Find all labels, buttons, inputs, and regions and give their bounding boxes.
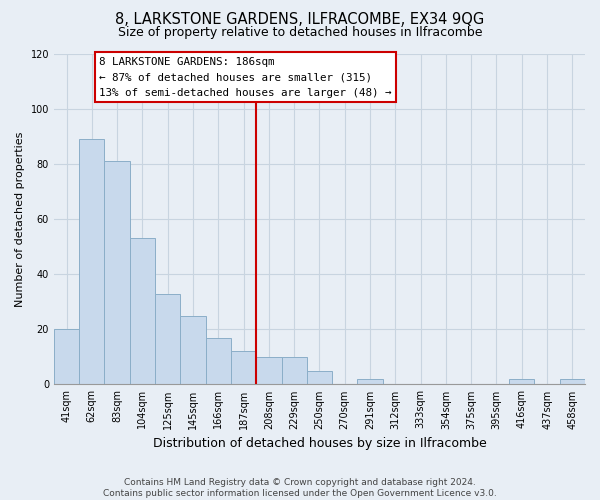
- Text: 8, LARKSTONE GARDENS, ILFRACOMBE, EX34 9QG: 8, LARKSTONE GARDENS, ILFRACOMBE, EX34 9…: [115, 12, 485, 28]
- Bar: [54, 330, 79, 384]
- Bar: [231, 352, 256, 384]
- Bar: [307, 370, 332, 384]
- Bar: [130, 238, 155, 384]
- X-axis label: Distribution of detached houses by size in Ilfracombe: Distribution of detached houses by size …: [152, 437, 487, 450]
- Bar: [509, 379, 535, 384]
- Bar: [281, 357, 307, 384]
- Bar: [104, 162, 130, 384]
- Y-axis label: Number of detached properties: Number of detached properties: [15, 132, 25, 307]
- Text: 8 LARKSTONE GARDENS: 186sqm
← 87% of detached houses are smaller (315)
13% of se: 8 LARKSTONE GARDENS: 186sqm ← 87% of det…: [100, 57, 392, 98]
- Bar: [181, 316, 206, 384]
- Bar: [256, 357, 281, 384]
- Bar: [358, 379, 383, 384]
- Bar: [79, 140, 104, 384]
- Text: Contains HM Land Registry data © Crown copyright and database right 2024.
Contai: Contains HM Land Registry data © Crown c…: [103, 478, 497, 498]
- Bar: [560, 379, 585, 384]
- Bar: [206, 338, 231, 384]
- Bar: [155, 294, 181, 384]
- Text: Size of property relative to detached houses in Ilfracombe: Size of property relative to detached ho…: [118, 26, 482, 39]
